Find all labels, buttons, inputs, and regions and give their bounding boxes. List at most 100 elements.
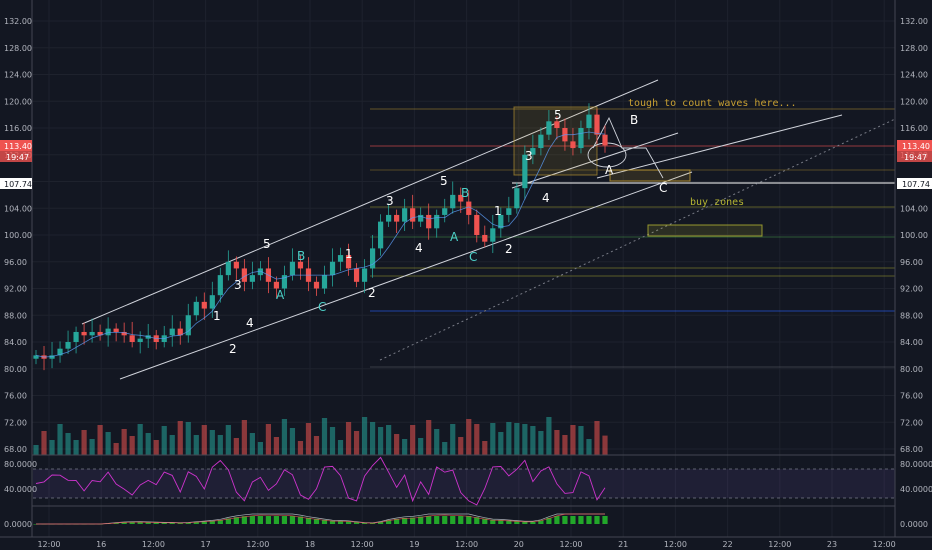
volume-bar [129, 436, 135, 455]
candle-body [482, 235, 488, 242]
volume-bar [193, 435, 199, 455]
macd-bar [482, 518, 488, 524]
wave-label: A [450, 230, 459, 244]
macd-bar [522, 521, 528, 524]
volume-bar [522, 424, 528, 455]
macd-bar [410, 517, 416, 524]
volume-bar [369, 422, 376, 455]
volume-bar [482, 441, 488, 455]
price-tick-label: 100.00 [900, 231, 928, 240]
price-tick-label: 76.00 [4, 392, 27, 401]
candle-body [450, 194, 456, 209]
wave-label: 2 [368, 286, 376, 300]
volume-bar [394, 434, 400, 455]
macd-bar [249, 516, 255, 524]
volume-bar [297, 441, 304, 455]
volume-bar [594, 421, 600, 455]
price-tick-label: 68.00 [900, 445, 923, 454]
rsi-tick: 40.0000 [900, 485, 932, 494]
candle-body [586, 114, 592, 128]
macd-bar [418, 516, 424, 524]
price-tick-label: 104.00 [4, 204, 32, 213]
candle-body [394, 214, 400, 222]
volume-bar [442, 442, 448, 455]
volume-bar [402, 439, 408, 455]
volume-bar [121, 429, 127, 455]
candle-body [321, 275, 328, 289]
volume-bar [169, 435, 175, 455]
candle-body [506, 208, 512, 215]
candle-body [289, 261, 296, 276]
volume-bar [249, 433, 255, 455]
macd-bar [434, 516, 440, 524]
wave-label: C [659, 181, 667, 195]
time-tick-label: 22 [723, 540, 733, 549]
macd-bar [506, 520, 512, 524]
wave-label: 3 [234, 278, 242, 292]
macd-bar [177, 522, 183, 524]
macd-bar [530, 521, 536, 524]
wave-label: 3 [386, 194, 394, 208]
time-tick-label: 23 [827, 540, 837, 549]
price-tick-label: 128.00 [4, 44, 32, 53]
candle-body [418, 214, 424, 222]
price-tick-label: 96.00 [900, 258, 923, 267]
time-tick-label: 12:00 [37, 540, 60, 549]
svg-text:113.40: 113.40 [902, 142, 930, 151]
candle-body [369, 248, 376, 269]
volume-bar [450, 424, 456, 455]
volume-bar [209, 430, 215, 455]
macd-bar [265, 516, 272, 524]
candles [33, 103, 608, 371]
price-tick-label: 120.00 [4, 97, 32, 106]
wave-label: 3 [525, 149, 533, 163]
macd-bar [402, 517, 408, 524]
macd-bar [337, 520, 344, 524]
volume-bar [81, 430, 87, 455]
candle-body [514, 188, 520, 209]
wave-label: 5 [440, 174, 448, 188]
macd-bar [321, 519, 328, 524]
volume-bar [490, 423, 496, 455]
volume-bar [329, 427, 336, 455]
buy-zone-lower [647, 224, 763, 237]
wave-label: C [469, 250, 477, 264]
volume-bar [353, 431, 360, 455]
volume-bar [113, 443, 119, 455]
candle-body [602, 134, 608, 146]
candle-body [233, 261, 239, 269]
candle-body [137, 338, 143, 342]
candle-body [378, 221, 384, 249]
candle-body [225, 261, 231, 276]
volume-bar [506, 422, 512, 455]
candle-body [281, 275, 288, 289]
volume-bar [33, 445, 39, 455]
volume-bar [73, 440, 79, 455]
rsi-tick: 40.0000 [4, 485, 37, 494]
trend-channel [81, 79, 911, 380]
volume-bar [554, 430, 560, 455]
wave-label: B [630, 113, 638, 127]
volume-bar [137, 424, 143, 455]
wave-label: 4 [415, 241, 423, 255]
macd-bar [201, 521, 207, 524]
price-tick-label: 104.00 [900, 204, 928, 213]
candle-body [434, 214, 440, 229]
macd-bar [257, 516, 263, 524]
macd-bar [490, 519, 496, 524]
time-tick-label: 12:00 [559, 540, 582, 549]
candle-body [386, 214, 392, 222]
macd-bar [121, 522, 127, 524]
reference-price-badge: 107.74 107.74 [0, 178, 932, 189]
wave-label: A [276, 288, 285, 302]
wave-label: B [461, 186, 469, 200]
candle-body [241, 268, 247, 282]
price-tick-label: 124.00 [900, 71, 928, 80]
macd-bar [586, 516, 592, 524]
volume-bar [378, 427, 384, 455]
price-tick-label: 128.00 [900, 44, 928, 53]
time-tick-label: 12:00 [664, 540, 687, 549]
macd-bar [209, 520, 215, 524]
macd-bar [217, 520, 223, 524]
